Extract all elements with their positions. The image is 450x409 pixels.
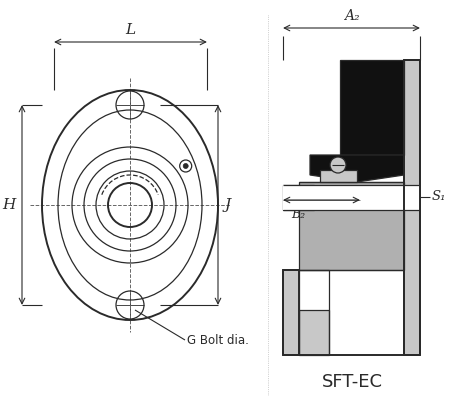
Circle shape: [180, 160, 192, 172]
Text: J: J: [225, 198, 231, 212]
Bar: [283, 270, 299, 355]
Bar: [283, 185, 314, 210]
Circle shape: [330, 157, 346, 173]
Bar: [283, 185, 420, 210]
Text: G Bolt dia.: G Bolt dia.: [187, 333, 249, 346]
Text: H: H: [2, 198, 15, 212]
Bar: [299, 190, 309, 205]
Bar: [320, 170, 357, 182]
Text: B₂: B₂: [291, 208, 305, 221]
Bar: [299, 310, 329, 355]
Circle shape: [183, 164, 188, 169]
Bar: [340, 60, 404, 155]
Text: S₁: S₁: [432, 191, 446, 204]
Text: A₂: A₂: [344, 9, 359, 23]
Polygon shape: [310, 155, 404, 182]
Bar: [404, 60, 420, 355]
Text: SFT-EC: SFT-EC: [321, 373, 382, 391]
Text: L: L: [126, 23, 135, 37]
Bar: [299, 182, 404, 270]
